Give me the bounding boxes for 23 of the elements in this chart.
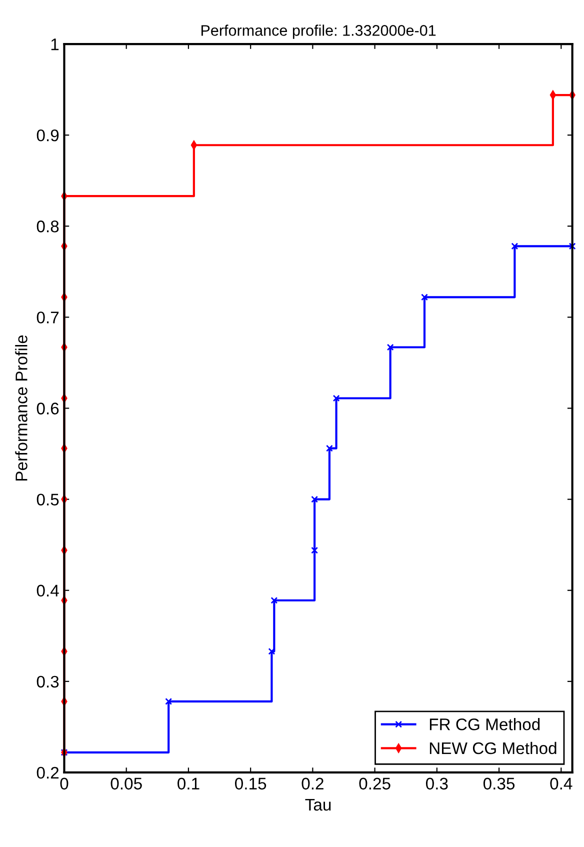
y-tick-label: 0.5 (36, 494, 59, 506)
y-tick-label: 0.6 (36, 402, 59, 414)
y-tick-label: 0.2 (36, 766, 59, 779)
y-tick-label: 0.8 (36, 220, 59, 232)
y-tick-label: 0.4 (36, 584, 59, 597)
x-tick-label: 0.05 (110, 778, 142, 790)
x-tick-label: 0 (60, 778, 68, 790)
x-tick-label: 0.25 (359, 778, 390, 790)
y-tick-label: 0.3 (36, 676, 59, 688)
legend-label: NEW CG Method (430, 742, 556, 754)
x-tick-label: 0.15 (235, 778, 266, 790)
x-tick-label: 0.4 (550, 778, 572, 790)
y-tick-label: 0.7 (36, 312, 59, 324)
x-tick-label: 0.3 (426, 778, 448, 790)
x-tick-label: 0.35 (483, 778, 515, 790)
x-axis-title: Tau (305, 799, 331, 811)
x-tick-label: 0.1 (178, 778, 200, 790)
y-axis-title: Performance Profile (15, 335, 28, 481)
y-tick-label: 1 (51, 38, 59, 50)
x-tick-label: 0.2 (302, 778, 324, 790)
chart-title: Performance profile: 1.332000e-01 (201, 24, 436, 39)
y-tick-label: 0.9 (36, 130, 59, 142)
legend-label: FR CG Method (430, 718, 540, 730)
